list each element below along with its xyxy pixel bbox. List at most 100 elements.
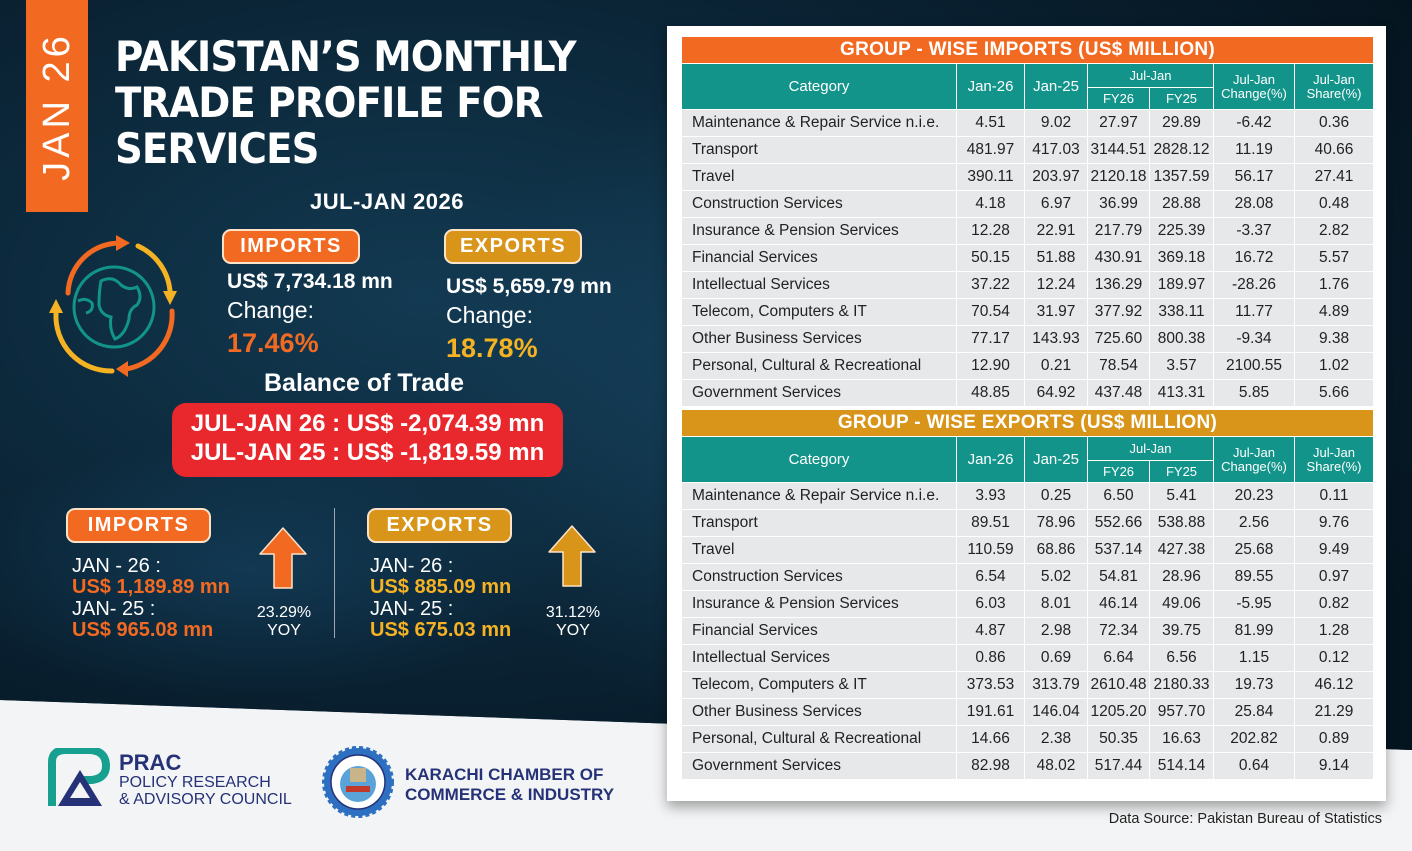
arrow-up-icon — [548, 525, 596, 587]
row-value: 373.53 — [956, 671, 1025, 699]
monthly-exports-jan25-label: JAN- 25 : — [370, 598, 454, 620]
row-value: 0.11 — [1293, 482, 1375, 510]
table-row: Construction Services 4.18 6.97 36.99 28.88 2… — [681, 190, 1375, 218]
kcci-seal-icon — [322, 746, 394, 818]
balance-line-2025: JUL-JAN 25 : US$ -1,819.59 mn — [190, 439, 545, 466]
row-category: Telecom, Computers & IT — [681, 671, 957, 699]
row-value: 1205.20 — [1087, 698, 1150, 726]
row-value: 51.88 — [1024, 244, 1088, 272]
row-value: 14.66 — [956, 725, 1025, 753]
monthly-exports-jan26-label: JAN- 26 : — [370, 555, 454, 577]
row-value: 5.41 — [1149, 482, 1214, 510]
row-value: 89.51 — [956, 509, 1025, 537]
row-value: 29.89 — [1149, 109, 1214, 137]
row-value: 3.93 — [956, 482, 1025, 510]
balance-line-2026: JUL-JAN 26 : US$ -2,074.39 mn — [190, 410, 545, 437]
row-value: 48.85 — [956, 379, 1025, 407]
row-value: 0.21 — [1024, 352, 1088, 380]
table-row: Construction Services 6.54 5.02 54.81 28.96 8… — [681, 563, 1375, 591]
row-value: 11.19 — [1213, 136, 1295, 164]
row-value: 110.59 — [956, 536, 1025, 564]
row-value: 77.17 — [956, 325, 1025, 353]
row-value: 0.48 — [1293, 190, 1375, 218]
table-row: Maintenance & Repair Service n.i.e. 4.51 9… — [681, 109, 1375, 137]
col-fy26: FY26 — [1087, 460, 1150, 483]
row-value: 0.64 — [1213, 752, 1295, 780]
row-value: 0.89 — [1293, 725, 1375, 753]
row-value: 25.68 — [1213, 536, 1295, 564]
monthly-exports-yoy-value: 31.12% — [545, 604, 601, 621]
col-jan26: Jan-26 — [956, 436, 1025, 483]
row-value: 12.28 — [956, 217, 1025, 245]
row-value: 39.75 — [1149, 617, 1214, 645]
row-value: 1357.59 — [1149, 163, 1214, 191]
row-category: Insurance & Pension Services — [681, 217, 957, 245]
exports-table: GROUP - WISE EXPORTS (US$ MILLION) Categ… — [680, 409, 1375, 780]
imports-table: GROUP - WISE IMPORTS (US$ MILLION) Categ… — [680, 36, 1375, 407]
col-juljan: Jul-Jan — [1087, 436, 1214, 461]
col-fy25: FY25 — [1149, 87, 1214, 110]
row-category: Government Services — [681, 752, 957, 780]
row-value: 417.03 — [1024, 136, 1088, 164]
prac-logo-text: PRAC POLICY RESEARCH & ADVISORY COUNCIL — [119, 752, 292, 809]
row-value: 2828.12 — [1149, 136, 1214, 164]
row-value: 11.77 — [1213, 298, 1295, 326]
row-value: 4.89 — [1293, 298, 1375, 326]
table-row: Travel 390.11 203.97 2120.18 1357.59 56.17 27.… — [681, 163, 1375, 191]
row-value: 377.92 — [1087, 298, 1150, 326]
row-category: Transport — [681, 509, 957, 537]
row-category: Construction Services — [681, 563, 957, 591]
row-value: 78.54 — [1087, 352, 1150, 380]
table-row: Insurance & Pension Services 6.03 8.01 46.1… — [681, 590, 1375, 618]
exports-badge: EXPORTS — [444, 229, 582, 264]
col-jan25: Jan-25 — [1024, 436, 1088, 483]
row-value: 64.92 — [1024, 379, 1088, 407]
row-value: 5.57 — [1293, 244, 1375, 272]
row-value: 50.35 — [1087, 725, 1150, 753]
row-value: 437.48 — [1087, 379, 1150, 407]
monthly-imports-jan26-label: JAN - 26 : — [72, 555, 161, 577]
row-value: 427.38 — [1149, 536, 1214, 564]
row-value: 0.97 — [1293, 563, 1375, 591]
row-category: Financial Services — [681, 244, 957, 272]
prac-line2: & ADVISORY COUNCIL — [119, 791, 292, 808]
row-value: 136.29 — [1087, 271, 1150, 299]
row-category: Maintenance & Repair Service n.i.e. — [681, 109, 957, 137]
row-value: 2.82 — [1293, 217, 1375, 245]
row-value: 6.50 — [1087, 482, 1150, 510]
col-share: Jul-Jan Share(%) — [1293, 436, 1375, 483]
table-row: Telecom, Computers & IT 70.54 31.97 377.92 3… — [681, 298, 1375, 326]
row-value: 2120.18 — [1087, 163, 1150, 191]
row-value: 1.02 — [1293, 352, 1375, 380]
row-value: 537.14 — [1087, 536, 1150, 564]
monthly-imports-jan25-label: JAN- 25 : — [72, 598, 156, 620]
row-value: 70.54 — [956, 298, 1025, 326]
row-value: 202.82 — [1213, 725, 1295, 753]
row-category: Transport — [681, 136, 957, 164]
divider — [334, 508, 335, 638]
row-value: 0.82 — [1293, 590, 1375, 618]
row-category: Construction Services — [681, 190, 957, 218]
table-row: Insurance & Pension Services 12.28 22.91 21… — [681, 217, 1375, 245]
table-row: Financial Services 4.87 2.98 72.34 39.75 81.9… — [681, 617, 1375, 645]
monthly-exports-jan26-value: US$ 885.09 mn — [370, 576, 512, 598]
table-row: Other Business Services 191.61 146.04 1205.… — [681, 698, 1375, 726]
col-share-line2: Share(%) — [1306, 458, 1362, 474]
col-juljan: Jul-Jan — [1087, 63, 1214, 88]
table-row: Intellectual Services 37.22 12.24 136.29 189… — [681, 271, 1375, 299]
table-row: Other Business Services 77.17 143.93 725.60… — [681, 325, 1375, 353]
row-category: Other Business Services — [681, 698, 957, 726]
row-value: 5.02 — [1024, 563, 1088, 591]
row-value: 48.02 — [1024, 752, 1088, 780]
row-value: 800.38 — [1149, 325, 1214, 353]
row-value: 6.03 — [956, 590, 1025, 618]
row-value: 338.11 — [1149, 298, 1214, 326]
monthly-imports-yoy: 23.29% YOY — [246, 604, 322, 640]
row-value: 9.76 — [1293, 509, 1375, 537]
row-value: 517.44 — [1087, 752, 1150, 780]
period-label: JUL-JAN 2026 — [310, 189, 464, 214]
col-change: Jul-Jan Change(%) — [1213, 63, 1295, 110]
row-value: 2610.48 — [1087, 671, 1150, 699]
col-jan25: Jan-25 — [1024, 63, 1088, 110]
row-value: 6.56 — [1149, 644, 1214, 672]
